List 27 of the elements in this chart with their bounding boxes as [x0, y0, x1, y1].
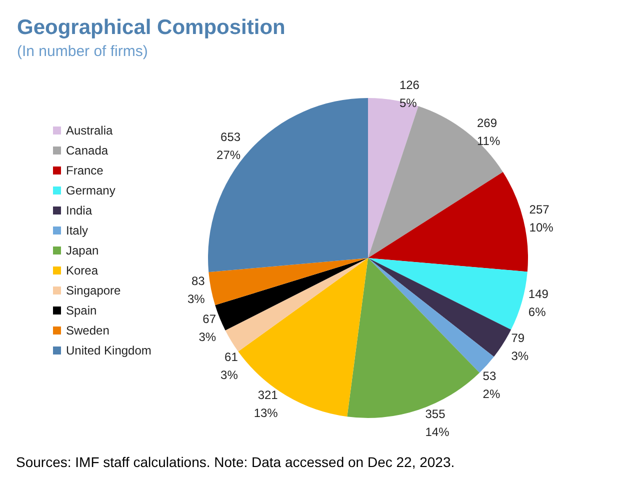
- data-label: 269 11%: [477, 116, 500, 148]
- data-label: 61 3%: [220, 350, 238, 382]
- data-label: 126 5%: [399, 78, 420, 110]
- chart-subtitle: (In number of firms): [17, 43, 148, 60]
- source-note: Sources: IMF staff calculations. Note: Data accessed on Dec 22, 2023.: [16, 454, 455, 470]
- legend-label: Japan: [66, 244, 99, 258]
- data-label: 355 14%: [425, 406, 450, 439]
- chart-title: Geographical Composition: [17, 16, 286, 39]
- legend-label: India: [66, 204, 92, 218]
- data-label: 67 3%: [198, 312, 216, 344]
- legend-label: Korea: [66, 264, 98, 278]
- legend-label: Germany: [66, 184, 116, 198]
- data-label: 149 6%: [528, 287, 549, 320]
- legend-label: Italy: [66, 224, 88, 238]
- legend-label: Canada: [66, 144, 108, 158]
- legend-label: Australia: [66, 124, 114, 138]
- legend-label: France: [66, 164, 104, 178]
- data-label: 79 3%: [511, 330, 529, 363]
- data-label: 321 13%: [254, 388, 278, 420]
- legend-label: United Kingdom: [66, 344, 152, 358]
- legend-label: Spain: [66, 304, 97, 318]
- legend-label: Singapore: [66, 284, 122, 298]
- data-label: 257 10%: [529, 202, 554, 234]
- data-label: 83 3%: [187, 274, 206, 306]
- data-label: 653 27%: [216, 130, 241, 162]
- data-label: 53 2%: [482, 368, 500, 401]
- legend-label: Sweden: [66, 324, 110, 338]
